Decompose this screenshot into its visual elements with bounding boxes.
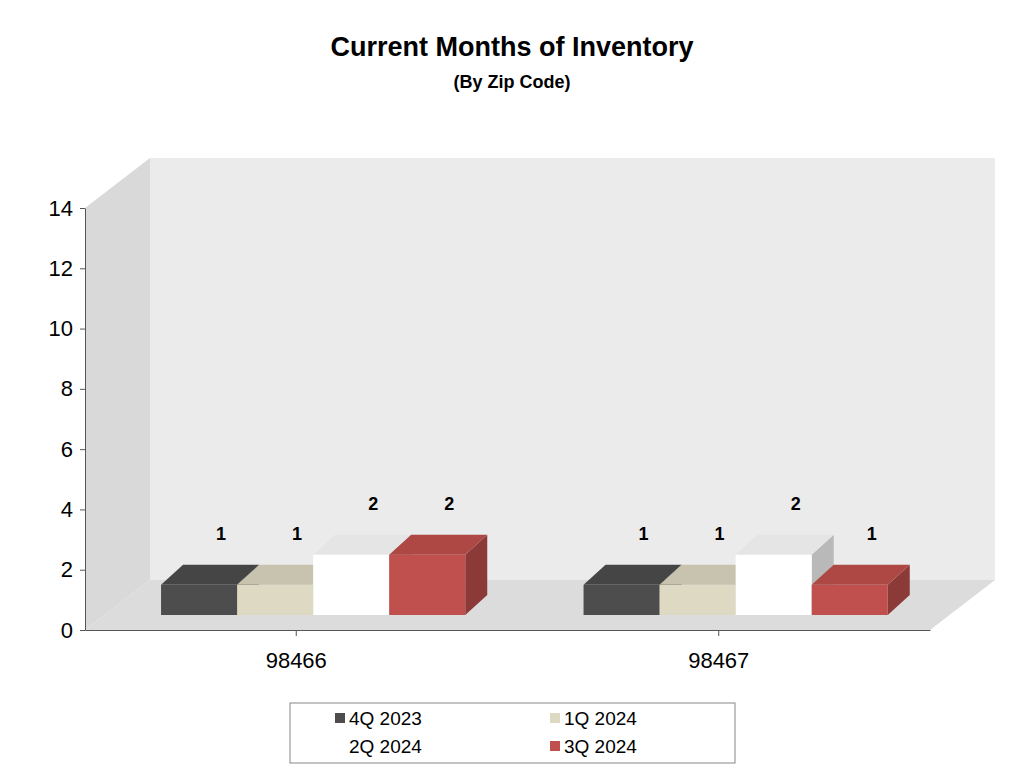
y-tick-label: 8 — [61, 376, 73, 401]
data-labels: 1 1 1 1 2 2 2 1 — [216, 494, 877, 544]
y-tick-label: 14 — [49, 196, 73, 221]
data-label: 2 — [791, 494, 801, 514]
y-tick-mark — [80, 208, 85, 209]
bar-front — [736, 555, 812, 615]
x-tick-mark — [296, 630, 297, 636]
y-tick-label: 4 — [61, 497, 73, 522]
y-tick: 10 — [49, 316, 85, 341]
y-tick-mark — [80, 449, 85, 450]
y-tick-label: 12 — [49, 256, 73, 281]
legend-label: 2Q 2024 — [349, 736, 422, 757]
data-label: 1 — [715, 524, 725, 544]
y-tick-mark — [80, 509, 85, 510]
bar-front — [161, 585, 237, 615]
subtitle: (By Zip Code) — [454, 72, 571, 92]
y-axis-line — [85, 209, 86, 631]
data-label: 2 — [444, 494, 454, 514]
y-axis: 0 2 4 6 8 10 12 14 — [49, 196, 86, 643]
legend-swatch — [335, 741, 345, 751]
y-tick: 8 — [61, 376, 85, 401]
bar-top — [389, 535, 487, 555]
y-tick: 0 — [61, 618, 85, 643]
plot-area — [161, 535, 910, 615]
y-tick: 4 — [61, 497, 85, 522]
y-tick-mark — [80, 630, 85, 631]
legend-label: 1Q 2024 — [564, 708, 637, 729]
bar-front — [237, 585, 313, 615]
bar-front — [389, 555, 465, 615]
y-tick: 14 — [49, 196, 85, 221]
x-tick-label: 98466 — [266, 648, 327, 673]
chart: Current Months of Inventory (By Zip Code)… — [0, 0, 1024, 769]
legend-box — [290, 703, 735, 763]
data-label: 1 — [216, 524, 226, 544]
legend-label: 3Q 2024 — [564, 736, 637, 757]
y-tick-label: 6 — [61, 437, 73, 462]
x-axis-line — [86, 630, 931, 631]
y-tick-mark — [80, 268, 85, 269]
floor — [85, 580, 995, 630]
data-label: 1 — [639, 524, 649, 544]
y-tick-mark — [80, 389, 85, 390]
legend-swatch — [550, 713, 560, 723]
legend-label: 4Q 2023 — [349, 708, 422, 729]
bar-top — [736, 535, 834, 555]
bar-front — [584, 585, 660, 615]
x-axis: 98466 98467 — [86, 630, 931, 673]
legend-swatch — [335, 713, 345, 723]
back-wall — [150, 158, 995, 580]
bar-front — [660, 585, 736, 615]
x-tick: 98466 — [266, 630, 327, 673]
data-label: 1 — [867, 524, 877, 544]
legend-swatch — [550, 741, 560, 751]
x-tick-label: 98467 — [688, 648, 749, 673]
y-tick-mark — [80, 570, 85, 571]
y-tick-mark — [80, 329, 85, 330]
y-tick: 6 — [61, 437, 85, 462]
title: Current Months of Inventory — [331, 32, 694, 62]
bar — [389, 535, 487, 615]
bar-front — [313, 555, 389, 615]
x-tick: 98467 — [688, 630, 749, 673]
walls — [85, 158, 995, 630]
x-tick-mark — [718, 630, 719, 636]
y-tick: 12 — [49, 256, 85, 281]
bar-top — [812, 565, 910, 585]
y-tick-label: 0 — [61, 618, 73, 643]
bar — [812, 565, 910, 615]
data-label: 1 — [292, 524, 302, 544]
bar-front — [812, 585, 888, 615]
y-tick-label: 10 — [49, 316, 73, 341]
legend: 4Q 2023 1Q 2024 2Q 2024 3Q 2024 — [290, 703, 735, 763]
side-wall — [85, 158, 150, 630]
y-tick: 2 — [61, 557, 85, 582]
y-tick-label: 2 — [61, 557, 73, 582]
data-label: 2 — [368, 494, 378, 514]
